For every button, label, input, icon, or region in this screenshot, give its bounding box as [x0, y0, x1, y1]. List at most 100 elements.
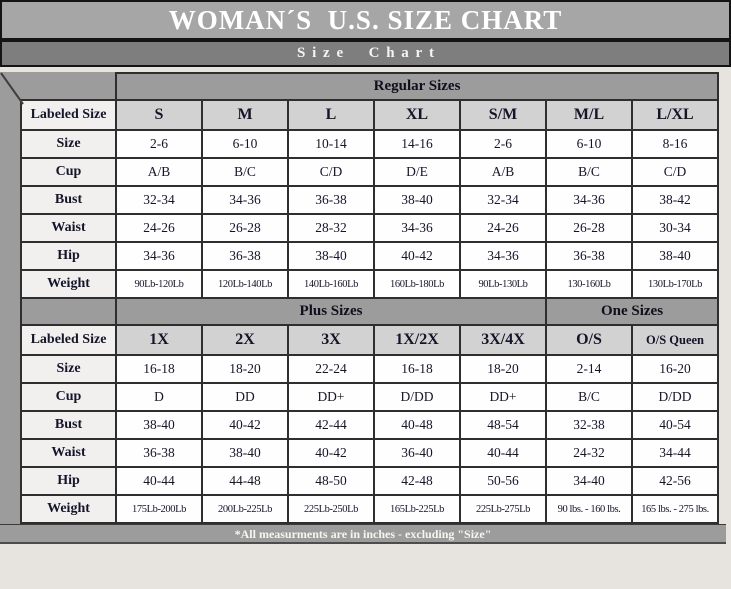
- table-row: Weight 90Lb-120Lb 120Lb-140Lb 140Lb-160Lb 16…: [20, 269, 720, 299]
- table-row: Size 2-6 6-10 10-14 14-16 2-6 6-10 8-16: [20, 129, 720, 159]
- value-cell: 38-40: [201, 438, 289, 468]
- row-label: Bust: [20, 410, 117, 440]
- row-label: Cup: [20, 157, 117, 187]
- value-cell: C/D: [630, 157, 720, 187]
- value-cell: 90Lb-130Lb: [459, 269, 547, 299]
- section-header: Plus Sizes: [115, 297, 547, 326]
- value-cell: DD+: [459, 382, 547, 412]
- value-cell: 36-38: [287, 185, 375, 215]
- value-cell: 36-38: [201, 241, 289, 271]
- value-cell: 42-56: [630, 466, 720, 496]
- value-cell: 24-32: [545, 438, 633, 468]
- value-cell: 38-40: [373, 185, 461, 215]
- column-header: M/L: [545, 99, 633, 131]
- value-cell: 2-6: [115, 129, 203, 159]
- value-cell: 36-38: [545, 241, 633, 271]
- column-header: 3X/4X: [459, 324, 547, 356]
- value-cell: DD+: [287, 382, 375, 412]
- value-cell: D/E: [373, 157, 461, 187]
- row-header-label: Labeled Size: [20, 324, 117, 356]
- value-cell: 32-34: [115, 185, 203, 215]
- column-header: S/M: [459, 99, 547, 131]
- title-bar: WOMAN´S U.S. SIZE CHART: [2, 2, 729, 42]
- value-cell: 48-54: [459, 410, 547, 440]
- section-header: One Sizes: [544, 297, 720, 326]
- value-cell: 50-56: [459, 466, 547, 496]
- value-cell: 175Lb-200Lb: [115, 494, 203, 524]
- subtitle-bar: Size Chart: [2, 42, 729, 65]
- value-cell: 16-18: [115, 354, 203, 384]
- value-cell: B/C: [545, 157, 633, 187]
- value-cell: D/DD: [373, 382, 461, 412]
- value-cell: 48-50: [287, 466, 375, 496]
- value-cell: 140Lb-160Lb: [287, 269, 375, 299]
- value-cell: 38-42: [630, 185, 720, 215]
- header-block: WOMAN´S U.S. SIZE CHART Size Chart: [0, 0, 731, 67]
- column-header-row: Labeled Size S M L XL S/M M/L L/XL: [20, 99, 720, 131]
- value-cell: A/B: [459, 157, 547, 187]
- value-cell: 90Lb-120Lb: [115, 269, 203, 299]
- value-cell: 34-36: [115, 241, 203, 271]
- table-row: Hip 34-36 36-38 38-40 40-42 34-36 36-38 38-40: [20, 241, 720, 271]
- value-cell: 34-44: [630, 438, 720, 468]
- value-cell: 165Lb-225Lb: [373, 494, 461, 524]
- value-cell: 130-160Lb: [545, 269, 633, 299]
- value-cell: 34-36: [373, 213, 461, 243]
- value-cell: 2-6: [459, 129, 547, 159]
- value-cell: 130Lb-170Lb: [630, 269, 720, 299]
- page-title: WOMAN´S U.S. SIZE CHART: [168, 4, 563, 35]
- value-cell: 42-48: [373, 466, 461, 496]
- value-cell: B/C: [545, 382, 633, 412]
- column-header-row: Labeled Size 1X 2X 3X 1X/2X 3X/4X O/S O/S Queen: [20, 324, 720, 356]
- value-cell: 26-28: [545, 213, 633, 243]
- size-table: Regular Sizes Labeled Size S M L XL S/M M/L L/XL…: [20, 72, 720, 524]
- value-cell: 6-10: [201, 129, 289, 159]
- value-cell: 40-44: [115, 466, 203, 496]
- value-cell: 120Lb-140Lb: [201, 269, 289, 299]
- value-cell: 42-44: [287, 410, 375, 440]
- page-subtitle: Size Chart: [297, 45, 441, 61]
- table-row: Cup D DD DD+ D/DD DD+ B/C D/DD: [20, 382, 720, 412]
- value-cell: 90 lbs. - 160 lbs.: [545, 494, 633, 524]
- value-cell: 225Lb-250Lb: [287, 494, 375, 524]
- value-cell: 18-20: [201, 354, 289, 384]
- value-cell: 40-44: [459, 438, 547, 468]
- value-cell: 40-48: [373, 410, 461, 440]
- value-cell: 32-38: [545, 410, 633, 440]
- row-header-label: Labeled Size: [20, 99, 117, 131]
- table-row: Size 16-18 18-20 22-24 16-18 18-20 2-14 16-20: [20, 354, 720, 384]
- value-cell: 22-24: [287, 354, 375, 384]
- value-cell: 200Lb-225Lb: [201, 494, 289, 524]
- table-row: Waist 24-26 26-28 28-32 34-36 24-26 26-28 30-34: [20, 213, 720, 243]
- table-row: Waist 36-38 38-40 40-42 36-40 40-44 24-32 34-44: [20, 438, 720, 468]
- value-cell: 40-42: [201, 410, 289, 440]
- column-header: 1X/2X: [373, 324, 461, 356]
- value-cell: 34-40: [545, 466, 633, 496]
- value-cell: 36-40: [373, 438, 461, 468]
- table-frame: Regular Sizes Labeled Size S M L XL S/M M/L L/XL…: [0, 72, 726, 544]
- value-cell: 40-42: [373, 241, 461, 271]
- value-cell: 38-40: [115, 410, 203, 440]
- value-cell: A/B: [115, 157, 203, 187]
- footer-note-bar: *All measurments are in inches - excludi…: [0, 524, 726, 544]
- value-cell: 34-36: [201, 185, 289, 215]
- table-row: Weight 175Lb-200Lb 200Lb-225Lb 225Lb-250Lb 1…: [20, 494, 720, 524]
- value-cell: B/C: [201, 157, 289, 187]
- column-header: 3X: [287, 324, 375, 356]
- column-header: L: [287, 99, 375, 131]
- value-cell: 16-20: [630, 354, 720, 384]
- row-label: Waist: [20, 213, 117, 243]
- value-cell: 10-14: [287, 129, 375, 159]
- column-header: M: [201, 99, 289, 131]
- row-label: Size: [20, 129, 117, 159]
- row-label: Weight: [20, 494, 117, 524]
- value-cell: 8-16: [630, 129, 720, 159]
- value-cell: 28-32: [287, 213, 375, 243]
- row-label: Hip: [20, 241, 117, 271]
- value-cell: 40-42: [287, 438, 375, 468]
- column-header: O/S Queen: [630, 324, 720, 356]
- value-cell: 160Lb-180Lb: [373, 269, 461, 299]
- footer-note: *All measurments are in inches - excludi…: [234, 526, 492, 541]
- value-cell: C/D: [287, 157, 375, 187]
